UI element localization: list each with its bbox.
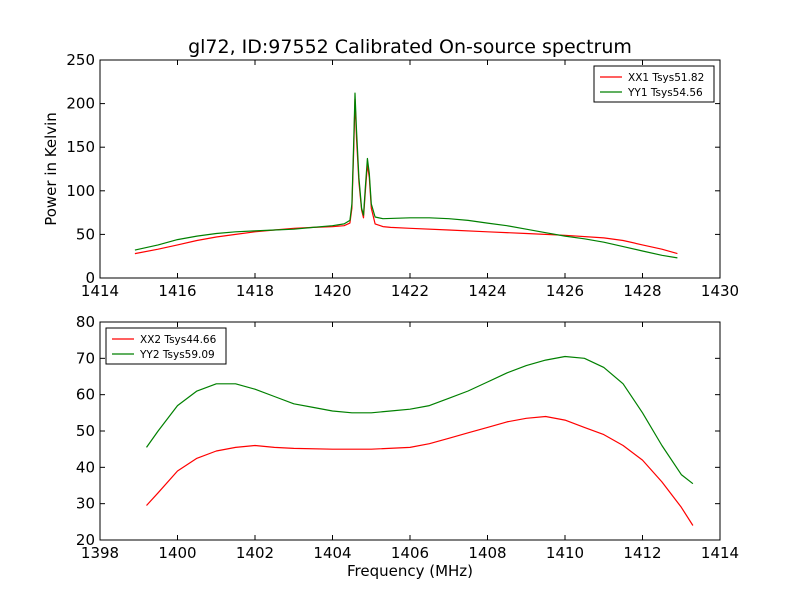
x-tick-label: 1410 (546, 544, 584, 562)
x-tick-label: 1400 (158, 544, 196, 562)
y-tick-label: 20 (76, 531, 95, 549)
y-axis-label: Power in Kelvin (42, 112, 60, 226)
x-tick-label: 1402 (236, 544, 274, 562)
x-tick-label: 1416 (158, 282, 196, 300)
x-tick-label: 1420 (313, 282, 351, 300)
y-tick-label: 50 (76, 422, 95, 440)
y-tick-label: 70 (76, 349, 95, 367)
x-tick-label: 1424 (468, 282, 506, 300)
x-tick-label: 1430 (701, 282, 739, 300)
y-tick-label: 30 (76, 495, 95, 513)
legend-box (593, 65, 715, 103)
x-tick-label: 1408 (468, 544, 506, 562)
x-tick-label: 1428 (623, 282, 661, 300)
series-line-2-1 (146, 415, 694, 526)
y-tick-label: 100 (66, 182, 95, 200)
legend-entry: YY1 Tsys54.56 (627, 87, 703, 99)
y-tick-label: 40 (76, 458, 95, 476)
legend-entry: XX2 Tsys44.66 (140, 334, 217, 346)
top-spectrum-panel: 1414 1416 1418 1420 1422 1424 1426 1428 1430 0 50 1… (42, 36, 739, 300)
legend: XX2 Tsys44.66 YY2 Tsys59.09 (105, 327, 227, 365)
chart-title: gl72, ID:97552 Calibrated On-source spec… (188, 36, 632, 58)
y-tick-label: 80 (76, 313, 95, 331)
legend-box (105, 327, 227, 365)
y-tick-label: 0 (85, 269, 95, 287)
y-tick-label: 60 (76, 386, 95, 404)
x-axis-label: Frequency (MHz) (347, 562, 473, 580)
y-tick-label: 150 (66, 138, 95, 156)
y-tick-label: 50 (76, 225, 95, 243)
series-line-2-2 (146, 355, 694, 485)
x-tick-label: 1426 (546, 282, 584, 300)
series-line-1-1 (134, 98, 678, 255)
x-tick-label: 1418 (236, 282, 274, 300)
x-tick-label: 1414 (81, 282, 119, 300)
legend-entry: YY2 Tsys59.09 (139, 349, 215, 361)
y-tick-label: 250 (66, 51, 95, 69)
x-tick-label: 1404 (313, 544, 351, 562)
x-tick-label: 1422 (391, 282, 429, 300)
x-tick-label: 1414 (701, 544, 739, 562)
x-tick-label: 1398 (81, 544, 119, 562)
bottom-spectrum-panel: 1398 1400 1402 1404 1406 1408 1410 1412 1414 20 30… (76, 313, 739, 580)
series-line-1-2 (134, 92, 678, 259)
x-tick-label: 1406 (391, 544, 429, 562)
y-tick-label: 200 (66, 95, 95, 113)
legend: XX1 Tsys51.82 YY1 Tsys54.56 (593, 65, 715, 103)
legend-entry: XX1 Tsys51.82 (628, 72, 704, 84)
x-tick-label: 1412 (623, 544, 661, 562)
